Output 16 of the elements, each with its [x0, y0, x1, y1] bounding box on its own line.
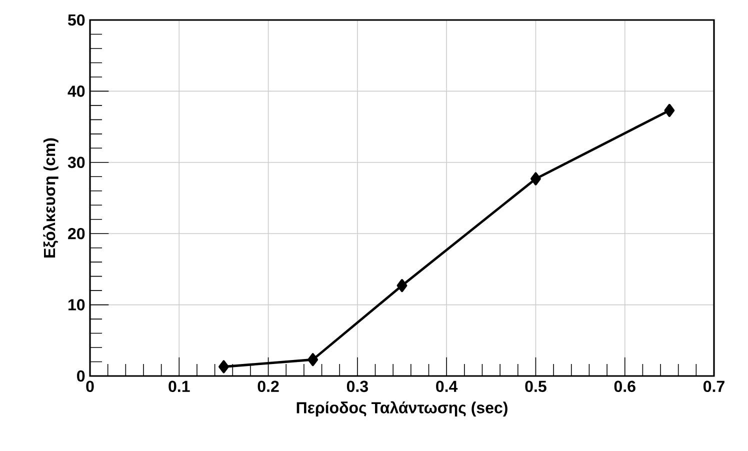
x-tick-label: 0.7 — [704, 380, 724, 392]
y-tick-label: 10 — [68, 299, 85, 310]
x-axis-title: Περίοδος Ταλάντωσης (sec) — [296, 401, 508, 417]
y-axis-title: Εξόλκευση (cm) — [43, 138, 58, 258]
x-tick-label: 0.3 — [346, 380, 368, 392]
x-tick-label: 0.1 — [168, 380, 190, 392]
y-tick-label: 30 — [68, 156, 85, 168]
y-tick-label: 40 — [68, 86, 85, 97]
y-tick-label: 20 — [68, 228, 85, 240]
x-tick-label: 0.4 — [436, 380, 458, 392]
x-tick-label: 0.6 — [614, 380, 636, 392]
y-tick-label: 50 — [68, 14, 85, 26]
x-tick-label: 0 — [86, 380, 94, 392]
x-tick-label: 0.5 — [525, 380, 546, 392]
x-tick-label: 0.2 — [258, 380, 279, 392]
y-tick-label: 0 — [77, 370, 85, 382]
